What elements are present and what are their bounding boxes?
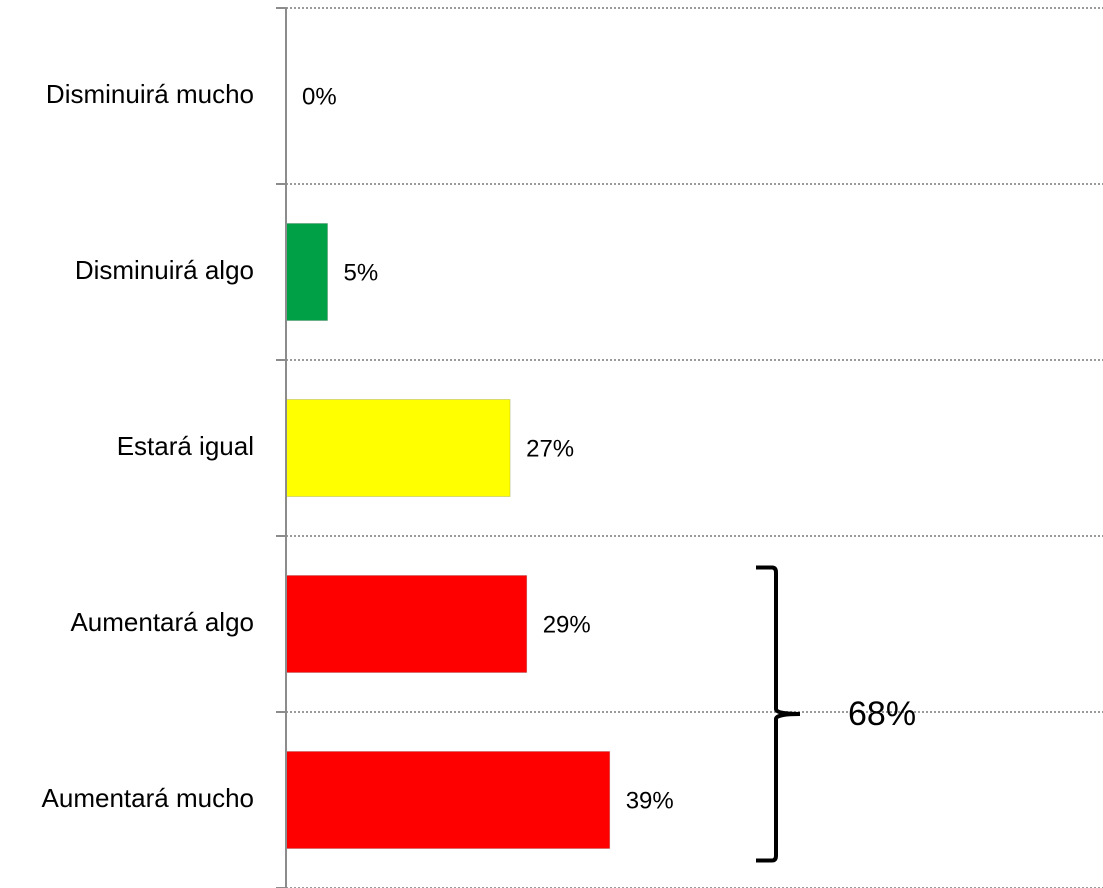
bars [285,223,611,849]
bar-2 [285,223,328,321]
bar-5 [285,751,611,849]
data-label: 27% [526,435,574,462]
group-total-label: 68% [848,695,916,733]
category-label: Estará igual [117,431,254,461]
bar-4 [285,575,528,673]
gridlines [276,7,1103,888]
category-label: Disminuirá algo [75,255,254,285]
data-label: 5% [344,259,379,286]
bar-3 [285,399,511,497]
data-label: 29% [543,611,591,638]
labels: Disminuirá mucho 0% Disminuirá algo 5% Estar… [42,79,674,814]
data-label: 0% [302,83,337,110]
category-label: Aumentará algo [70,607,254,637]
data-label: 39% [626,787,674,814]
category-label: Disminuirá mucho [46,79,254,109]
group-brace [756,565,801,863]
category-label: Aumentará mucho [42,783,254,813]
